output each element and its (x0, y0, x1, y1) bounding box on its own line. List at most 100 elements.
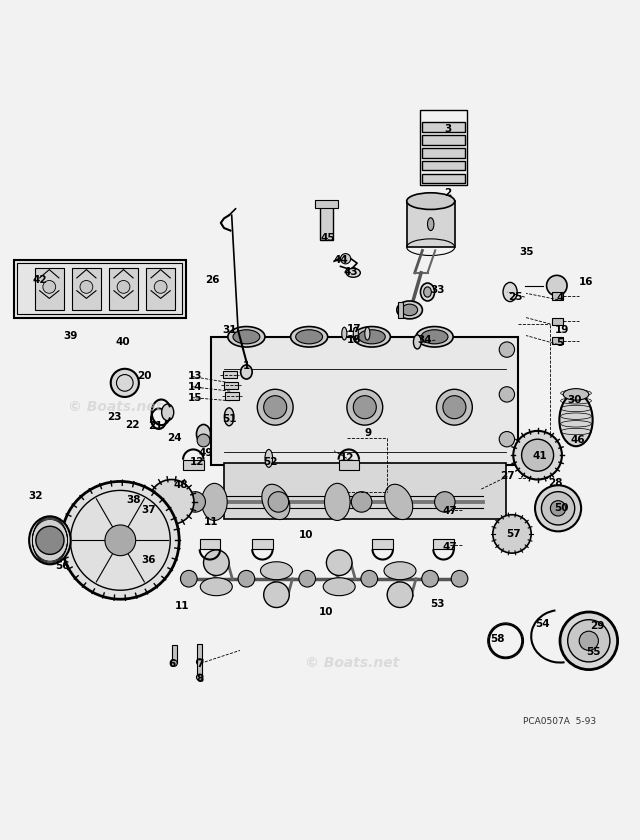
Text: 28: 28 (548, 478, 563, 488)
Circle shape (36, 526, 64, 554)
Bar (422, 123, 465, 132)
Text: 49: 49 (199, 449, 213, 459)
Text: 51: 51 (222, 414, 236, 423)
Circle shape (257, 389, 293, 425)
Text: 46: 46 (571, 435, 585, 445)
Text: 53: 53 (430, 599, 444, 609)
Bar (223, 370, 237, 378)
Bar (172, 645, 177, 664)
Bar (552, 318, 563, 325)
Text: 5: 5 (556, 339, 564, 349)
Text: 54: 54 (536, 618, 550, 628)
Text: 3: 3 (444, 123, 452, 134)
Ellipse shape (265, 449, 273, 467)
Text: 57: 57 (507, 529, 521, 539)
Circle shape (326, 550, 352, 575)
Bar (224, 381, 238, 389)
Circle shape (204, 550, 229, 575)
Text: 14: 14 (188, 381, 202, 391)
Circle shape (347, 389, 383, 425)
Ellipse shape (342, 328, 347, 340)
Text: 58: 58 (491, 634, 505, 644)
Circle shape (422, 570, 438, 587)
Bar (433, 539, 454, 549)
Circle shape (361, 570, 378, 587)
Text: © Boats.net: © Boats.net (305, 656, 399, 670)
Ellipse shape (421, 330, 448, 344)
Bar (14, 260, 186, 318)
Ellipse shape (384, 562, 416, 580)
Text: 20: 20 (137, 371, 151, 381)
Bar (422, 135, 465, 144)
Text: 12: 12 (340, 454, 354, 464)
Circle shape (435, 491, 455, 512)
Circle shape (340, 254, 351, 264)
Text: 10: 10 (319, 607, 333, 617)
Circle shape (560, 612, 618, 669)
Bar (225, 391, 239, 400)
Circle shape (264, 582, 289, 607)
Circle shape (499, 386, 515, 402)
Circle shape (550, 501, 566, 516)
Bar (146, 268, 175, 310)
Circle shape (61, 481, 179, 599)
Text: 4: 4 (556, 293, 564, 303)
Circle shape (541, 491, 575, 525)
Ellipse shape (262, 484, 290, 520)
Text: 11: 11 (204, 517, 218, 528)
Text: 26: 26 (205, 276, 220, 286)
Text: 37: 37 (141, 505, 156, 515)
Ellipse shape (233, 330, 260, 344)
Text: 24: 24 (167, 433, 181, 443)
Text: 33: 33 (430, 285, 444, 295)
Circle shape (443, 396, 466, 418)
Circle shape (117, 281, 130, 293)
Text: PCA0507A  5-93: PCA0507A 5-93 (524, 717, 596, 726)
Circle shape (238, 570, 255, 587)
Ellipse shape (202, 483, 227, 521)
Circle shape (499, 342, 515, 357)
Circle shape (196, 674, 203, 680)
Bar (339, 459, 359, 470)
Text: 16: 16 (579, 277, 593, 287)
Text: 43: 43 (344, 266, 358, 276)
Ellipse shape (241, 365, 252, 379)
Text: 47: 47 (442, 506, 458, 516)
Circle shape (180, 570, 197, 587)
Text: 52: 52 (263, 457, 277, 466)
Circle shape (80, 281, 93, 293)
Text: 41: 41 (532, 451, 547, 461)
Ellipse shape (420, 283, 435, 301)
Ellipse shape (563, 389, 589, 400)
Text: 2: 2 (444, 188, 452, 197)
Text: 40: 40 (116, 337, 130, 347)
Text: 55: 55 (587, 647, 601, 657)
Bar (197, 659, 202, 677)
Text: 56: 56 (55, 561, 69, 571)
Text: 17: 17 (347, 324, 361, 334)
Circle shape (111, 369, 139, 397)
Circle shape (351, 491, 372, 512)
Circle shape (264, 396, 287, 418)
Circle shape (436, 389, 472, 425)
Text: 36: 36 (141, 554, 156, 564)
Bar (552, 292, 563, 300)
Circle shape (299, 570, 316, 587)
Bar (197, 644, 202, 662)
Circle shape (493, 515, 531, 553)
Bar (422, 148, 465, 158)
Ellipse shape (196, 424, 211, 444)
Text: 25: 25 (508, 292, 522, 302)
Ellipse shape (200, 578, 232, 596)
Text: 32: 32 (28, 491, 42, 501)
Text: 30: 30 (568, 395, 582, 405)
Text: 27: 27 (500, 471, 515, 481)
Circle shape (105, 525, 136, 556)
Text: 34: 34 (417, 335, 431, 345)
Ellipse shape (413, 335, 421, 349)
Circle shape (197, 434, 210, 447)
Bar (200, 539, 220, 549)
Circle shape (568, 620, 610, 662)
Bar (224, 463, 506, 519)
Text: 10: 10 (299, 530, 313, 540)
